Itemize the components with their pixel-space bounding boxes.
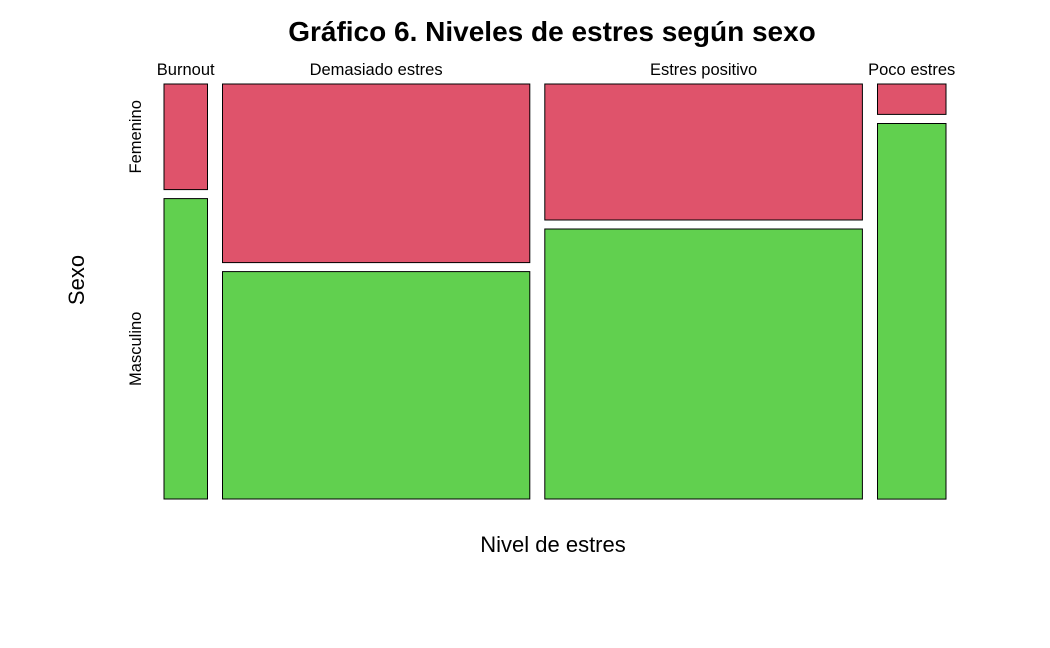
y-tick-label-masculino: Masculino [127,312,145,386]
x-tick-label-estres-positivo: Estres positivo [650,61,757,79]
y-category-labels: Femenino Masculino [127,100,145,386]
y-tick-label-femenino: Femenino [127,100,145,173]
tile-poco-estres-masculino [877,123,947,500]
tile-demasiado-estres-femenino [222,83,531,264]
tile-burnout-femenino [163,83,208,191]
tile-burnout-masculino [163,198,208,500]
x-tick-label-burnout: Burnout [157,61,215,79]
tile-estres-positivo-masculino [544,228,863,500]
x-tick-label-poco-estres: Poco estres [868,61,955,79]
mosaic-tiles [163,83,947,500]
y-axis-title: Sexo [64,255,89,305]
x-axis-title: Nivel de estres [480,532,626,557]
x-category-labels: Burnout Demasiado estres Estres positivo Po… [157,61,955,79]
chart-title: Gráfico 6. Niveles de estres según sexo [288,16,816,47]
tile-estres-positivo-femenino [544,83,863,221]
tile-poco-estres-femenino [877,83,947,115]
tile-demasiado-estres-masculino [222,271,531,500]
x-tick-label-demasiado-estres: Demasiado estres [310,61,443,79]
